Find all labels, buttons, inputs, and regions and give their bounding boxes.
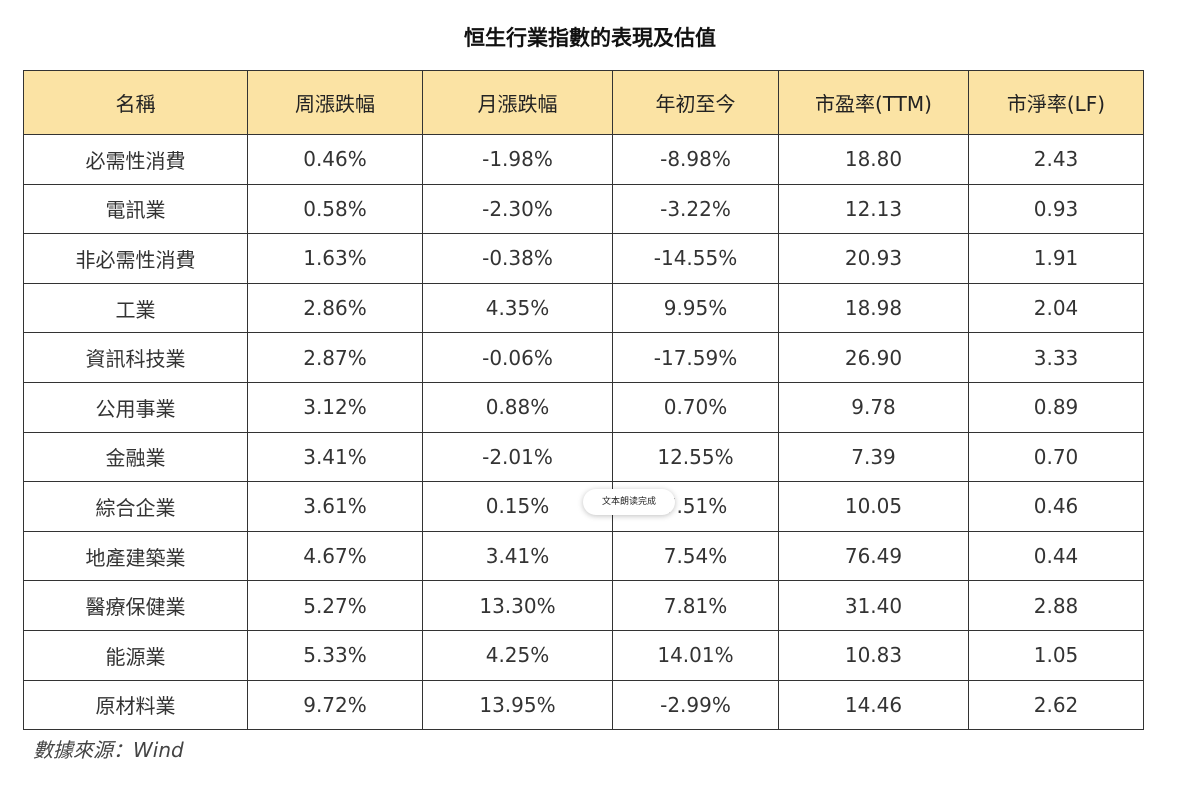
cell-weekly-change: 3.12% xyxy=(247,381,423,433)
header-pe-ttm: 市盈率(TTM) xyxy=(778,70,969,135)
tts-toast: 文本朗读完成 xyxy=(583,489,675,515)
cell-pe-ttm: 76.49 xyxy=(778,530,969,582)
cell-monthly-change: 0.15% xyxy=(422,481,613,532)
cell-pb-lf: 1.91 xyxy=(968,233,1144,284)
cell-ytd: 14.01% xyxy=(612,629,779,681)
cell-pe-ttm: 14.46 xyxy=(778,679,969,731)
cell-ytd: -3.22% xyxy=(612,183,779,235)
cell-monthly-change: 4.25% xyxy=(422,629,613,681)
cell-weekly-change: 3.41% xyxy=(247,431,423,483)
cell-weekly-change: 0.58% xyxy=(247,183,423,235)
cell-monthly-change: 3.41% xyxy=(422,530,613,582)
header-monthly-change: 月漲跌幅 xyxy=(422,70,613,135)
table-row: 公用事業 3.12% 0.88% 0.70% 9.78 0.89 xyxy=(23,381,1144,433)
cell-pe-ttm: 12.13 xyxy=(778,183,969,235)
cell-pe-ttm: 7.39 xyxy=(778,431,969,483)
cell-weekly-change: 0.46% xyxy=(247,134,423,185)
table-row: 能源業 5.33% 4.25% 14.01% 10.83 1.05 xyxy=(23,629,1144,681)
cell-monthly-change: 4.35% xyxy=(422,282,613,334)
cell-pe-ttm: 31.40 xyxy=(778,580,969,631)
cell-name: 電訊業 xyxy=(23,183,248,235)
header-name: 名稱 xyxy=(23,70,248,135)
cell-monthly-change: -0.06% xyxy=(422,332,613,383)
cell-name: 地產建築業 xyxy=(23,530,248,582)
table-row: 工業 2.86% 4.35% 9.95% 18.98 2.04 xyxy=(23,282,1144,334)
cell-pb-lf: 2.43 xyxy=(968,134,1144,185)
cell-weekly-change: 1.63% xyxy=(247,233,423,284)
table-row: 非必需性消費 1.63% -0.38% -14.55% 20.93 1.91 xyxy=(23,233,1144,284)
header-weekly-change: 周漲跌幅 xyxy=(247,70,423,135)
cell-weekly-change: 2.86% xyxy=(247,282,423,334)
header-pb-lf: 市淨率(LF) xyxy=(968,70,1144,135)
cell-pb-lf: 0.93 xyxy=(968,183,1144,235)
cell-pb-lf: 2.04 xyxy=(968,282,1144,334)
cell-pb-lf: 3.33 xyxy=(968,332,1144,383)
index-performance-table: 名稱 周漲跌幅 月漲跌幅 年初至今 市盈率(TTM) 市淨率(LF) 必需性消費… xyxy=(23,70,1144,731)
cell-name: 資訊科技業 xyxy=(23,332,248,383)
table-row: 綜合企業 3.61% 0.15% 7.51% 10.05 0.46 xyxy=(23,481,1144,532)
data-source-note: 數據來源：Wind xyxy=(33,738,184,762)
cell-ytd: 9.95% xyxy=(612,282,779,334)
cell-name: 原材料業 xyxy=(23,679,248,731)
cell-pe-ttm: 10.05 xyxy=(778,481,969,532)
cell-pe-ttm: 20.93 xyxy=(778,233,969,284)
cell-name: 必需性消費 xyxy=(23,134,248,185)
cell-pb-lf: 0.89 xyxy=(968,381,1144,433)
cell-name: 金融業 xyxy=(23,431,248,483)
table-row: 電訊業 0.58% -2.30% -3.22% 12.13 0.93 xyxy=(23,183,1144,235)
cell-name: 醫療保健業 xyxy=(23,580,248,631)
cell-name: 非必需性消費 xyxy=(23,233,248,284)
cell-name: 能源業 xyxy=(23,629,248,681)
page-title: 恒生行業指數的表現及估值 xyxy=(464,26,716,50)
cell-pb-lf: 0.44 xyxy=(968,530,1144,582)
cell-ytd: -2.99% xyxy=(612,679,779,731)
cell-name: 公用事業 xyxy=(23,381,248,433)
table-row: 原材料業 9.72% 13.95% -2.99% 14.46 2.62 xyxy=(23,679,1144,731)
table-header-row: 名稱 周漲跌幅 月漲跌幅 年初至今 市盈率(TTM) 市淨率(LF) xyxy=(23,70,1144,135)
table-row: 資訊科技業 2.87% -0.06% -17.59% 26.90 3.33 xyxy=(23,332,1144,383)
cell-name: 綜合企業 xyxy=(23,481,248,532)
table-row: 金融業 3.41% -2.01% 12.55% 7.39 0.70 xyxy=(23,431,1144,483)
cell-weekly-change: 5.33% xyxy=(247,629,423,681)
cell-ytd: 7.81% xyxy=(612,580,779,631)
cell-ytd: 0.70% xyxy=(612,381,779,433)
cell-monthly-change: 0.88% xyxy=(422,381,613,433)
table-row: 醫療保健業 5.27% 13.30% 7.81% 31.40 2.88 xyxy=(23,580,1144,631)
cell-monthly-change: 13.95% xyxy=(422,679,613,731)
cell-pb-lf: 0.46 xyxy=(968,481,1144,532)
cell-ytd: 7.54% xyxy=(612,530,779,582)
cell-pe-ttm: 18.98 xyxy=(778,282,969,334)
cell-weekly-change: 5.27% xyxy=(247,580,423,631)
cell-monthly-change: 13.30% xyxy=(422,580,613,631)
cell-pb-lf: 1.05 xyxy=(968,629,1144,681)
cell-monthly-change: -2.01% xyxy=(422,431,613,483)
header-ytd: 年初至今 xyxy=(612,70,779,135)
cell-weekly-change: 4.67% xyxy=(247,530,423,582)
cell-pe-ttm: 9.78 xyxy=(778,381,969,433)
cell-name: 工業 xyxy=(23,282,248,334)
cell-monthly-change: -0.38% xyxy=(422,233,613,284)
cell-ytd: -8.98% xyxy=(612,134,779,185)
cell-pb-lf: 0.70 xyxy=(968,431,1144,483)
cell-pb-lf: 2.88 xyxy=(968,580,1144,631)
table-row: 必需性消費 0.46% -1.98% -8.98% 18.80 2.43 xyxy=(23,134,1144,185)
cell-ytd: -17.59% xyxy=(612,332,779,383)
cell-pb-lf: 2.62 xyxy=(968,679,1144,731)
cell-weekly-change: 9.72% xyxy=(247,679,423,731)
cell-monthly-change: -1.98% xyxy=(422,134,613,185)
cell-pe-ttm: 10.83 xyxy=(778,629,969,681)
cell-monthly-change: -2.30% xyxy=(422,183,613,235)
cell-ytd: 12.55% xyxy=(612,431,779,483)
cell-pe-ttm: 18.80 xyxy=(778,134,969,185)
cell-ytd: -14.55% xyxy=(612,233,779,284)
cell-weekly-change: 3.61% xyxy=(247,481,423,532)
table-row: 地產建築業 4.67% 3.41% 7.54% 76.49 0.44 xyxy=(23,530,1144,582)
cell-weekly-change: 2.87% xyxy=(247,332,423,383)
cell-pe-ttm: 26.90 xyxy=(778,332,969,383)
